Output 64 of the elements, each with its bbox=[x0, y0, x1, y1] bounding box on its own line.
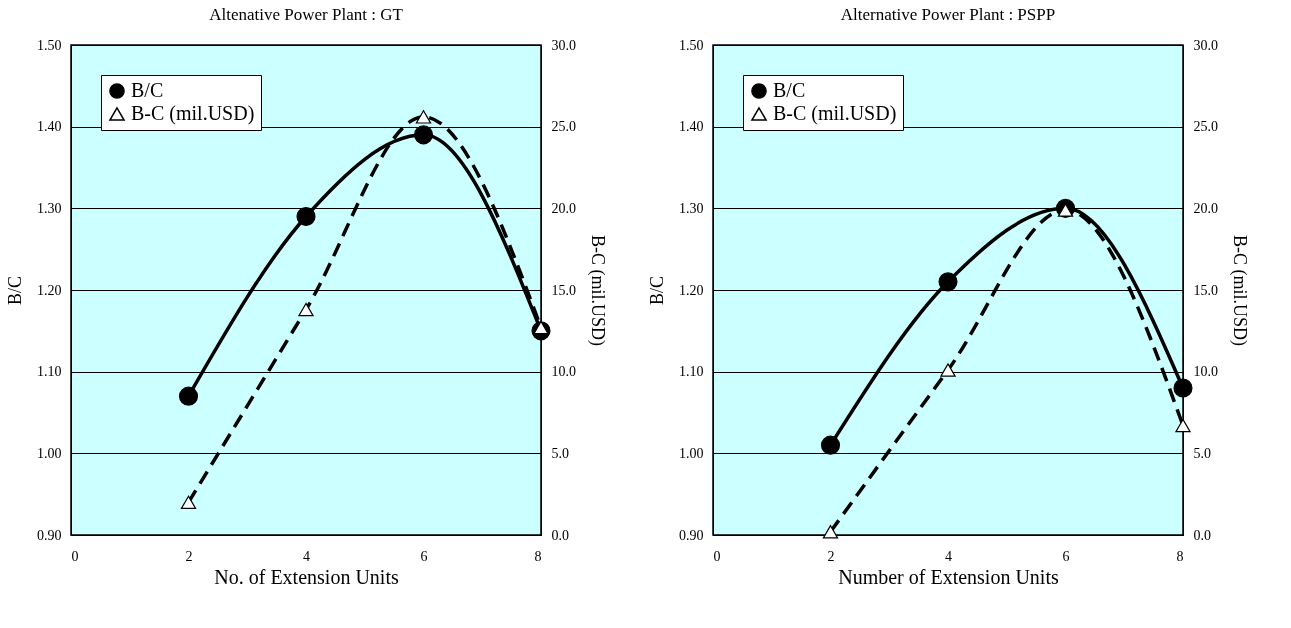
x-tick-label: 4 bbox=[945, 548, 952, 564]
y2-tick-label: 25.0 bbox=[551, 119, 576, 135]
point bbox=[820, 435, 841, 455]
y-axis-title: B/C bbox=[647, 275, 667, 306]
y2-tick-label: 5.0 bbox=[1193, 445, 1211, 461]
y-tick-label: 0.90 bbox=[679, 527, 704, 543]
y2-axis-title: B-C (mil.USD) bbox=[587, 234, 608, 347]
x-axis-title: Number of Extension Units bbox=[838, 565, 1059, 588]
y2-axis-title: B-C (mil.USD) bbox=[1229, 234, 1250, 347]
y-tick-label: 1.20 bbox=[37, 282, 62, 298]
y2-tick-label: 15.0 bbox=[551, 282, 576, 298]
point bbox=[1173, 378, 1193, 398]
y-tick-label: 1.40 bbox=[679, 119, 704, 135]
legend-label: B/C bbox=[131, 79, 164, 101]
y2-tick-label: 20.0 bbox=[551, 200, 576, 216]
x-tick-label: 6 bbox=[420, 548, 428, 564]
y-axis-title: B/C bbox=[5, 275, 25, 306]
y-tick-label: 1.50 bbox=[37, 37, 62, 53]
legend-label: B-C (mil.USD) bbox=[773, 102, 897, 125]
x-tick-label: 4 bbox=[303, 548, 310, 564]
y2-tick-label: 10.0 bbox=[1193, 364, 1218, 380]
x-tick-label: 2 bbox=[185, 548, 193, 564]
point bbox=[938, 272, 958, 292]
y-tick-label: 1.00 bbox=[679, 445, 704, 461]
point bbox=[413, 125, 434, 145]
point bbox=[940, 363, 956, 377]
x-tick-label: 8 bbox=[1176, 548, 1184, 564]
y-tick-label: 0.90 bbox=[37, 527, 62, 543]
y2-tick-label: 0.0 bbox=[551, 527, 569, 543]
x-axis-title: No. of Extension Units bbox=[214, 565, 399, 588]
x-tick-label: 8 bbox=[534, 548, 542, 564]
x-tick-label: 2 bbox=[827, 548, 835, 564]
y2-tick-label: 20.0 bbox=[1193, 200, 1218, 216]
y2-tick-label: 30.0 bbox=[551, 37, 576, 53]
y-tick-label: 1.00 bbox=[37, 445, 62, 461]
point bbox=[178, 386, 199, 406]
legend-label: B/C bbox=[773, 79, 806, 101]
y-tick-label: 1.40 bbox=[37, 119, 62, 135]
legend-label: B-C (mil.USD) bbox=[131, 102, 255, 125]
y-tick-label: 1.30 bbox=[679, 200, 704, 216]
x-tick-label: 0 bbox=[71, 548, 79, 564]
point bbox=[533, 320, 549, 335]
y2-tick-label: 30.0 bbox=[1193, 37, 1218, 53]
point bbox=[1057, 203, 1074, 217]
y-tick-label: 1.50 bbox=[679, 37, 704, 53]
point bbox=[415, 110, 432, 124]
chart-title: Alternative Power Plant : PSPP bbox=[840, 5, 1056, 24]
y2-tick-label: 15.0 bbox=[1193, 282, 1218, 298]
point bbox=[822, 525, 839, 539]
y2-tick-label: 5.0 bbox=[551, 445, 569, 461]
y-tick-label: 1.20 bbox=[679, 282, 704, 298]
x-tick-label: 0 bbox=[713, 548, 721, 564]
point bbox=[180, 495, 197, 510]
y-tick-label: 1.30 bbox=[37, 200, 62, 216]
y2-tick-label: 10.0 bbox=[551, 364, 576, 380]
y-tick-label: 1.10 bbox=[37, 364, 62, 380]
point bbox=[1175, 418, 1191, 433]
x-tick-label: 6 bbox=[1062, 548, 1070, 564]
chart-title: Altenative Power Plant : GT bbox=[209, 5, 404, 24]
y2-tick-label: 25.0 bbox=[1193, 119, 1218, 135]
y-tick-label: 1.10 bbox=[679, 364, 704, 380]
point bbox=[298, 302, 314, 317]
y2-tick-label: 0.0 bbox=[1193, 527, 1211, 543]
point bbox=[296, 206, 316, 227]
